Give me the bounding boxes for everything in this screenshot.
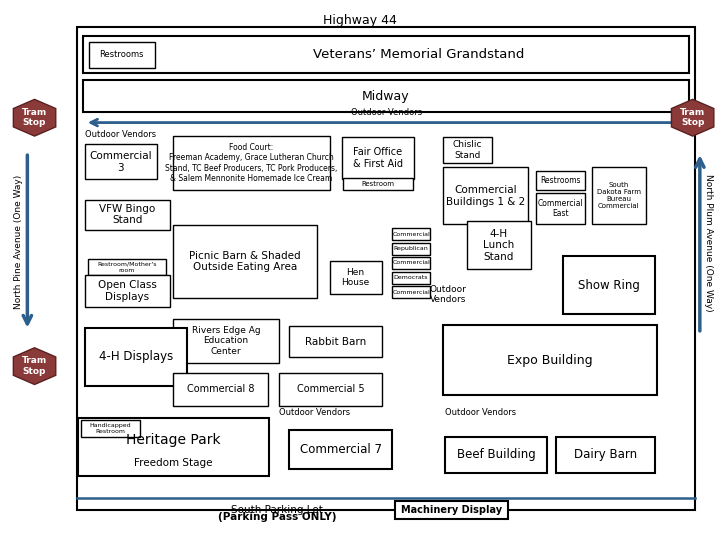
Text: Highway 44: Highway 44 — [323, 14, 397, 27]
Text: Show Ring: Show Ring — [578, 279, 640, 292]
Bar — [343, 178, 413, 190]
Bar — [78, 418, 269, 476]
Bar — [392, 257, 430, 269]
Bar — [395, 501, 508, 519]
Bar — [556, 437, 655, 472]
Bar — [563, 256, 655, 314]
Bar — [443, 137, 492, 163]
Polygon shape — [14, 348, 55, 384]
Bar — [85, 200, 170, 230]
Text: 4-H Displays: 4-H Displays — [99, 350, 174, 363]
Text: Commercial 7: Commercial 7 — [300, 443, 382, 456]
Text: Picnic Barn & Shaded
Outside Eating Area: Picnic Barn & Shaded Outside Eating Area — [189, 251, 301, 272]
Text: Hen
House: Hen House — [341, 268, 370, 287]
Text: Fair Office
& First Aid: Fair Office & First Aid — [353, 147, 403, 169]
Text: Democrats: Democrats — [394, 275, 428, 280]
Text: Machinery Display: Machinery Display — [401, 505, 502, 515]
Text: Tram
Stop: Tram Stop — [22, 108, 48, 127]
Bar — [89, 42, 155, 68]
Bar — [330, 261, 382, 294]
Text: Beef Building: Beef Building — [456, 448, 536, 462]
Text: Restrooms: Restrooms — [99, 50, 144, 59]
Bar — [83, 80, 689, 112]
Text: Outdoor Vendors: Outdoor Vendors — [445, 408, 516, 417]
Text: Commercial 5: Commercial 5 — [297, 384, 364, 394]
Text: Republican: Republican — [394, 246, 428, 252]
Text: Outdoor Vendors: Outdoor Vendors — [279, 408, 351, 417]
Text: Commercial 8: Commercial 8 — [186, 384, 254, 394]
Text: Commercial
East: Commercial East — [538, 199, 584, 218]
Bar — [173, 136, 330, 190]
Bar — [443, 325, 657, 395]
Bar — [445, 437, 547, 472]
Text: Rivers Edge Ag
Education
Center: Rivers Edge Ag Education Center — [192, 326, 261, 356]
Text: Commercial
Buildings 1 & 2: Commercial Buildings 1 & 2 — [446, 185, 525, 206]
Bar — [289, 326, 382, 357]
Bar — [85, 144, 157, 179]
Text: Heritage Park: Heritage Park — [126, 433, 220, 447]
Text: Restroom/Mother's
room: Restroom/Mother's room — [97, 262, 156, 273]
Text: VFW Bingo
Stand: VFW Bingo Stand — [99, 204, 156, 226]
Bar — [279, 373, 382, 406]
Bar — [392, 272, 430, 284]
Text: Tram
Stop: Tram Stop — [680, 108, 706, 127]
Bar — [392, 243, 430, 255]
Bar — [88, 259, 166, 275]
Bar — [81, 420, 140, 437]
Text: Commercial: Commercial — [392, 232, 430, 237]
Text: Expo Building: Expo Building — [508, 354, 593, 367]
Text: Midway: Midway — [362, 90, 410, 103]
Text: Outdoor
Vendors: Outdoor Vendors — [429, 285, 467, 304]
Text: Outdoor Vendors: Outdoor Vendors — [85, 130, 156, 139]
Text: (Parking Pass ONLY): (Parking Pass ONLY) — [218, 512, 336, 522]
Bar — [173, 225, 317, 298]
Text: Commercial
3: Commercial 3 — [90, 151, 152, 173]
Text: Rabbit Barn: Rabbit Barn — [305, 337, 366, 347]
Bar — [467, 221, 531, 269]
Text: Restrooms: Restrooms — [541, 176, 581, 185]
Bar — [392, 228, 430, 240]
Bar — [592, 167, 646, 224]
Bar — [85, 275, 170, 307]
Bar — [289, 430, 392, 469]
Text: Dairy Barn: Dairy Barn — [574, 448, 637, 462]
Text: Chislic
Stand: Chislic Stand — [453, 140, 482, 160]
Text: South Parking Lot: South Parking Lot — [231, 505, 323, 515]
Bar — [392, 286, 430, 298]
Text: Open Class
Displays: Open Class Displays — [98, 280, 157, 302]
Text: Tram
Stop: Tram Stop — [22, 356, 48, 376]
Bar — [536, 193, 585, 224]
Bar — [85, 328, 187, 386]
Text: Food Court:
Freeman Academy, Grace Lutheran Church
Stand, TC Beef Producers, TC : Food Court: Freeman Academy, Grace Luthe… — [165, 143, 338, 183]
Text: Freedom Stage: Freedom Stage — [134, 458, 212, 468]
Text: North Plum Avenue (One Way): North Plum Avenue (One Way) — [704, 174, 713, 312]
Text: Restroom: Restroom — [361, 181, 395, 187]
Polygon shape — [14, 99, 55, 136]
Bar — [83, 36, 689, 73]
Bar — [443, 167, 528, 224]
Bar — [173, 373, 268, 406]
Text: 4-H
Lunch
Stand: 4-H Lunch Stand — [483, 228, 515, 262]
Text: Handicapped
Restroom: Handicapped Restroom — [89, 423, 131, 434]
Bar — [173, 319, 279, 363]
Polygon shape — [672, 99, 714, 136]
Bar — [77, 27, 695, 510]
Text: Veterans’ Memorial Grandstand: Veterans’ Memorial Grandstand — [313, 48, 525, 61]
Text: North Pine Avenue (One Way): North Pine Avenue (One Way) — [14, 174, 23, 308]
Text: Outdoor Vendors: Outdoor Vendors — [351, 108, 422, 117]
Text: Commercial: Commercial — [392, 289, 430, 295]
Bar — [536, 171, 585, 190]
Bar — [342, 137, 414, 179]
Text: South
Dakota Farm
Bureau
Commercial: South Dakota Farm Bureau Commercial — [597, 183, 641, 209]
Text: Commercial: Commercial — [392, 260, 430, 266]
